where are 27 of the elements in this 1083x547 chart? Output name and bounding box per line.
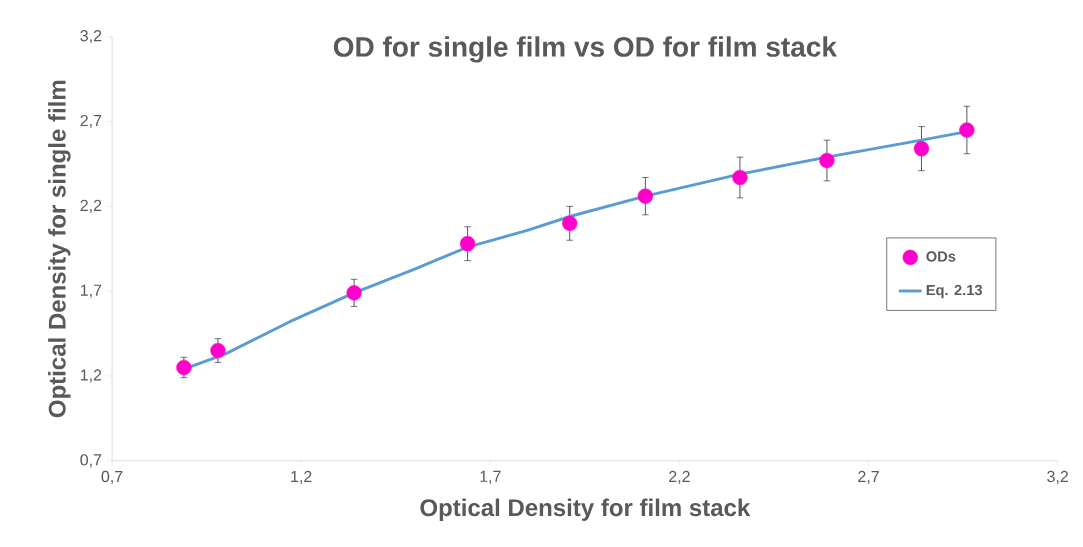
point xyxy=(959,122,975,138)
chart-title: OD for single film vs OD for film stack xyxy=(333,36,837,63)
x-tick-label: 0,7 xyxy=(101,470,123,485)
legend-label: ODs xyxy=(926,251,956,262)
x-tick-label: 2,2 xyxy=(669,470,690,485)
point xyxy=(346,285,362,301)
y-tick-label: 1,2 xyxy=(80,369,102,383)
point xyxy=(637,188,653,204)
x-tick-label: 3,2 xyxy=(1047,470,1068,485)
y-tick-label: 1,7 xyxy=(80,284,102,298)
point xyxy=(210,343,226,359)
point xyxy=(913,141,930,157)
point xyxy=(732,169,748,186)
y-tick-label: 3,2 xyxy=(80,30,102,44)
point xyxy=(459,236,476,252)
x-axis-title: Optical Density for film stack xyxy=(420,498,751,522)
y-tick-label: 0,7 xyxy=(80,454,102,468)
point xyxy=(562,215,578,231)
y-tick-label: 2,2 xyxy=(80,199,102,214)
x-tick-label: 1,7 xyxy=(480,470,501,484)
x-tick-label: 2,7 xyxy=(858,470,879,485)
point xyxy=(176,359,192,376)
y-axis-title: Optical Density for single film xyxy=(48,80,71,418)
legend-label: Eq. 2.13 xyxy=(926,284,983,299)
y-tick-label: 2,7 xyxy=(80,114,102,129)
point xyxy=(819,153,835,169)
x-tick-label: 1,2 xyxy=(291,470,312,485)
